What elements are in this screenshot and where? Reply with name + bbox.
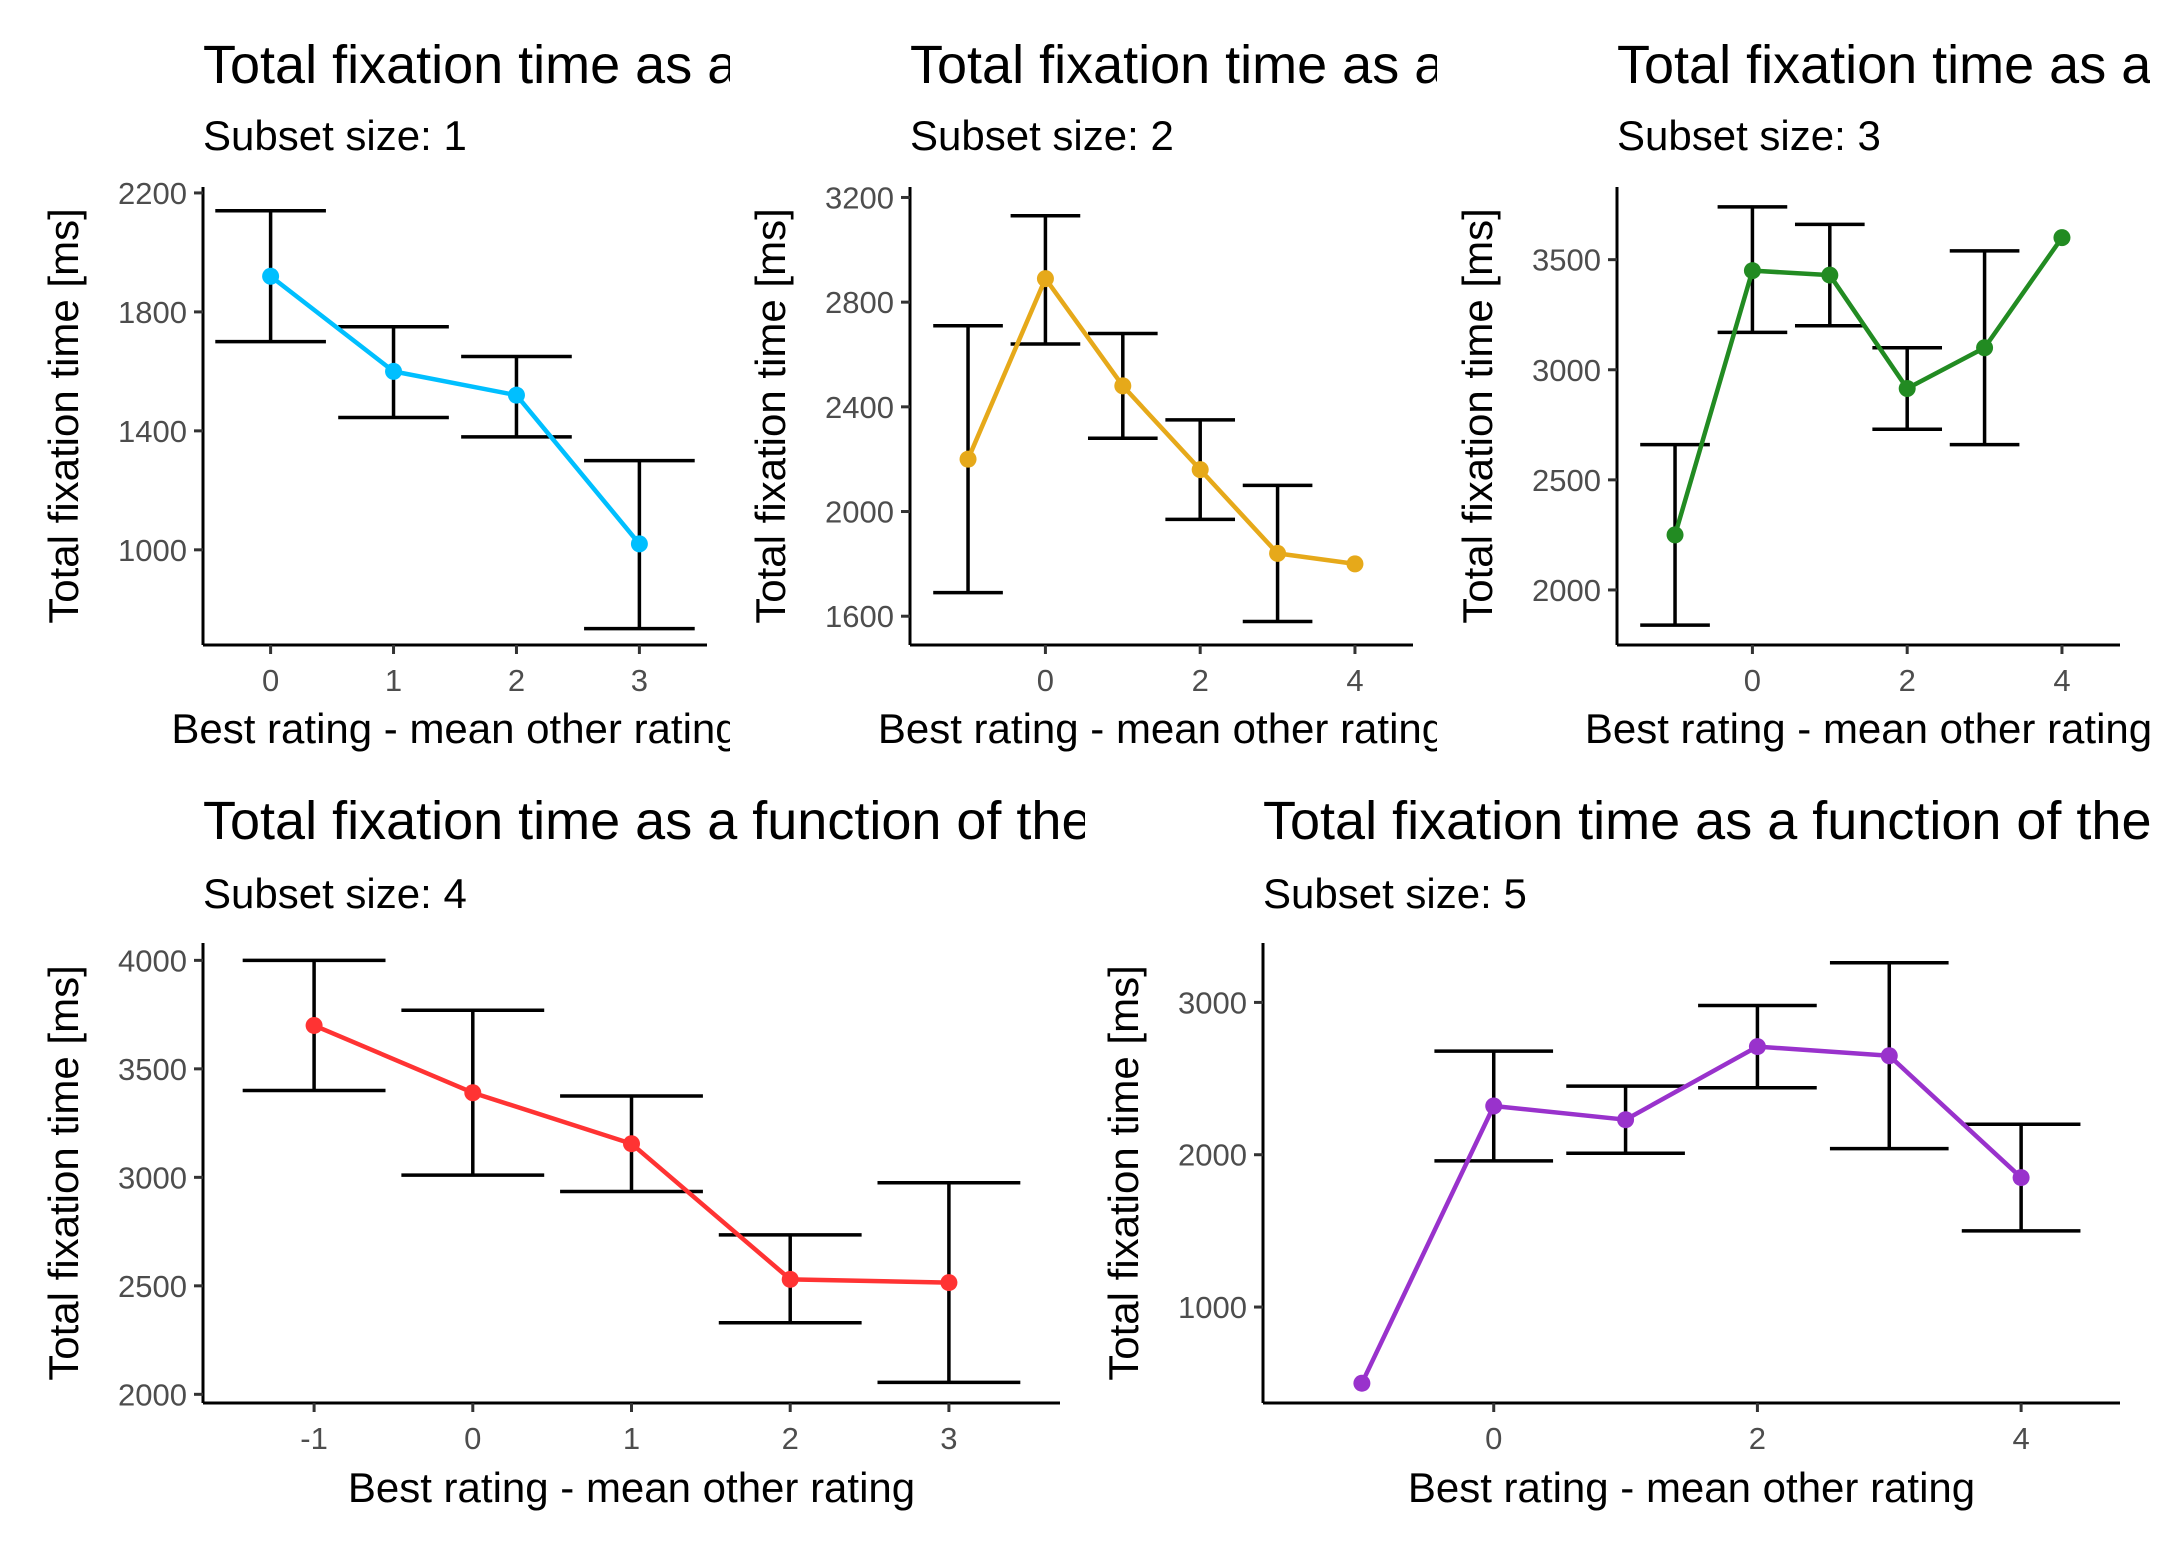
y-tick-label: 1000 (1178, 1290, 1247, 1325)
chart-subtitle: Subset size: 5 (1263, 870, 1527, 917)
data-point (1114, 377, 1132, 395)
y-axis-title: Total fixation time [ms] (40, 965, 87, 1380)
panel-subset-1: Total fixation time as a function of the… (40, 35, 1092, 752)
chart-title: Total fixation time as a function of the (203, 35, 1092, 95)
data-point (1485, 1097, 1503, 1115)
x-tick-label: 4 (1346, 663, 1363, 698)
panel-subset-4: Total fixation time as a function of the… (40, 791, 1092, 1511)
data-point (1743, 262, 1761, 280)
y-tick-label: 1600 (825, 599, 894, 634)
data-point (507, 386, 525, 404)
series-line (1359, 1044, 2023, 1385)
chart-title: Total fixation time as a function of the (1263, 791, 2152, 851)
data-point (630, 535, 648, 553)
data-point (1353, 1374, 1371, 1392)
x-axis-title: Best rating - mean other rating (171, 705, 738, 752)
y-tick-label: 3500 (118, 1052, 187, 1087)
x-tick-label: 1 (623, 1421, 640, 1456)
x-tick-label: 1 (385, 663, 402, 698)
y-tick-label: 3000 (1532, 353, 1601, 388)
y-tick-label: 3500 (1532, 243, 1601, 278)
data-point (2012, 1169, 2030, 1187)
x-tick-label: 2 (1749, 1421, 1766, 1456)
y-tick-label: 2000 (1532, 573, 1601, 608)
x-tick-label: 3 (631, 663, 648, 698)
data-point (2053, 229, 2071, 247)
data-point (623, 1135, 640, 1153)
chart-title: Total fixation time as a function of the (1617, 35, 2166, 95)
data-point (464, 1084, 482, 1102)
y-tick-label: 2000 (118, 1377, 187, 1412)
data-point (1821, 266, 1839, 284)
x-tick-label: 0 (1744, 663, 1761, 698)
x-tick-label: 4 (2012, 1421, 2029, 1456)
data-point (1346, 555, 1364, 573)
data-point (1036, 270, 1054, 288)
series-line (1672, 236, 2064, 536)
data-point (1666, 526, 1684, 544)
data-point (959, 450, 977, 468)
x-axis-title: Best rating - mean other rating (878, 705, 1445, 752)
y-tick-label: 2500 (1532, 463, 1601, 498)
y-tick-label: 2000 (1178, 1138, 1247, 1173)
data-point (1898, 379, 1916, 397)
chart-subtitle: Subset size: 1 (203, 112, 467, 159)
x-tick-label: 4 (2053, 663, 2070, 698)
x-tick-label: -1 (300, 1421, 328, 1456)
y-axis-title: Total fixation time [ms] (1454, 208, 1501, 623)
x-tick-label: 3 (940, 1421, 957, 1456)
data-point (305, 1016, 323, 1034)
y-tick-label: 1400 (118, 414, 187, 449)
x-tick-label: 0 (262, 663, 279, 698)
series-line (269, 274, 642, 546)
x-tick-label: 2 (508, 663, 525, 698)
y-axis-title: Total fixation time [ms] (1100, 965, 1147, 1380)
y-tick-label: 2500 (118, 1269, 187, 1304)
panel-subset-3: Total fixation time as a function of the… (1454, 35, 2166, 752)
chart-subtitle: Subset size: 3 (1617, 112, 1881, 159)
data-point (1748, 1038, 1766, 1056)
x-tick-label: 2 (1899, 663, 1916, 698)
data-point (1880, 1047, 1898, 1065)
x-tick-label: 2 (1192, 663, 1209, 698)
data-point (781, 1270, 799, 1288)
y-tick-label: 2800 (825, 285, 894, 320)
x-axis-title: Best rating - mean other rating (1408, 1464, 1975, 1511)
y-tick-label: 4000 (118, 943, 187, 978)
x-tick-label: 0 (1485, 1421, 1502, 1456)
y-tick-label: 3000 (118, 1160, 187, 1195)
y-axis-title: Total fixation time [ms] (747, 208, 794, 623)
y-tick-label: 2200 (118, 176, 187, 211)
chart-title: Total fixation time as a function of the (910, 35, 1799, 95)
y-tick-label: 2400 (825, 390, 894, 425)
y-tick-label: 3000 (1178, 985, 1247, 1020)
data-point (1269, 544, 1287, 562)
y-axis-title: Total fixation time [ms] (40, 208, 87, 623)
x-tick-label: 0 (464, 1421, 481, 1456)
x-tick-label: 2 (782, 1421, 799, 1456)
data-point (262, 267, 280, 285)
panel-subset-2: Total fixation time as a function of the… (747, 35, 1799, 752)
data-point (1617, 1111, 1635, 1129)
y-tick-label: 1800 (118, 295, 187, 330)
data-point (1191, 461, 1209, 479)
chart-subtitle: Subset size: 2 (910, 112, 1174, 159)
series-line (965, 276, 1356, 567)
data-point (385, 362, 403, 380)
x-axis-title: Best rating - mean other rating (348, 1464, 915, 1511)
chart-title: Total fixation time as a function of the (203, 791, 1092, 851)
y-tick-label: 3200 (825, 180, 894, 215)
chart-subtitle: Subset size: 4 (203, 870, 467, 917)
y-tick-label: 2000 (825, 495, 894, 530)
data-point (1976, 339, 1994, 357)
x-tick-label: 0 (1037, 663, 1054, 698)
y-tick-label: 1000 (118, 533, 187, 568)
panel-subset-5: Total fixation time as a function of the… (1100, 791, 2152, 1511)
data-point (940, 1274, 958, 1292)
x-axis-title: Best rating - mean other rating (1585, 705, 2152, 752)
